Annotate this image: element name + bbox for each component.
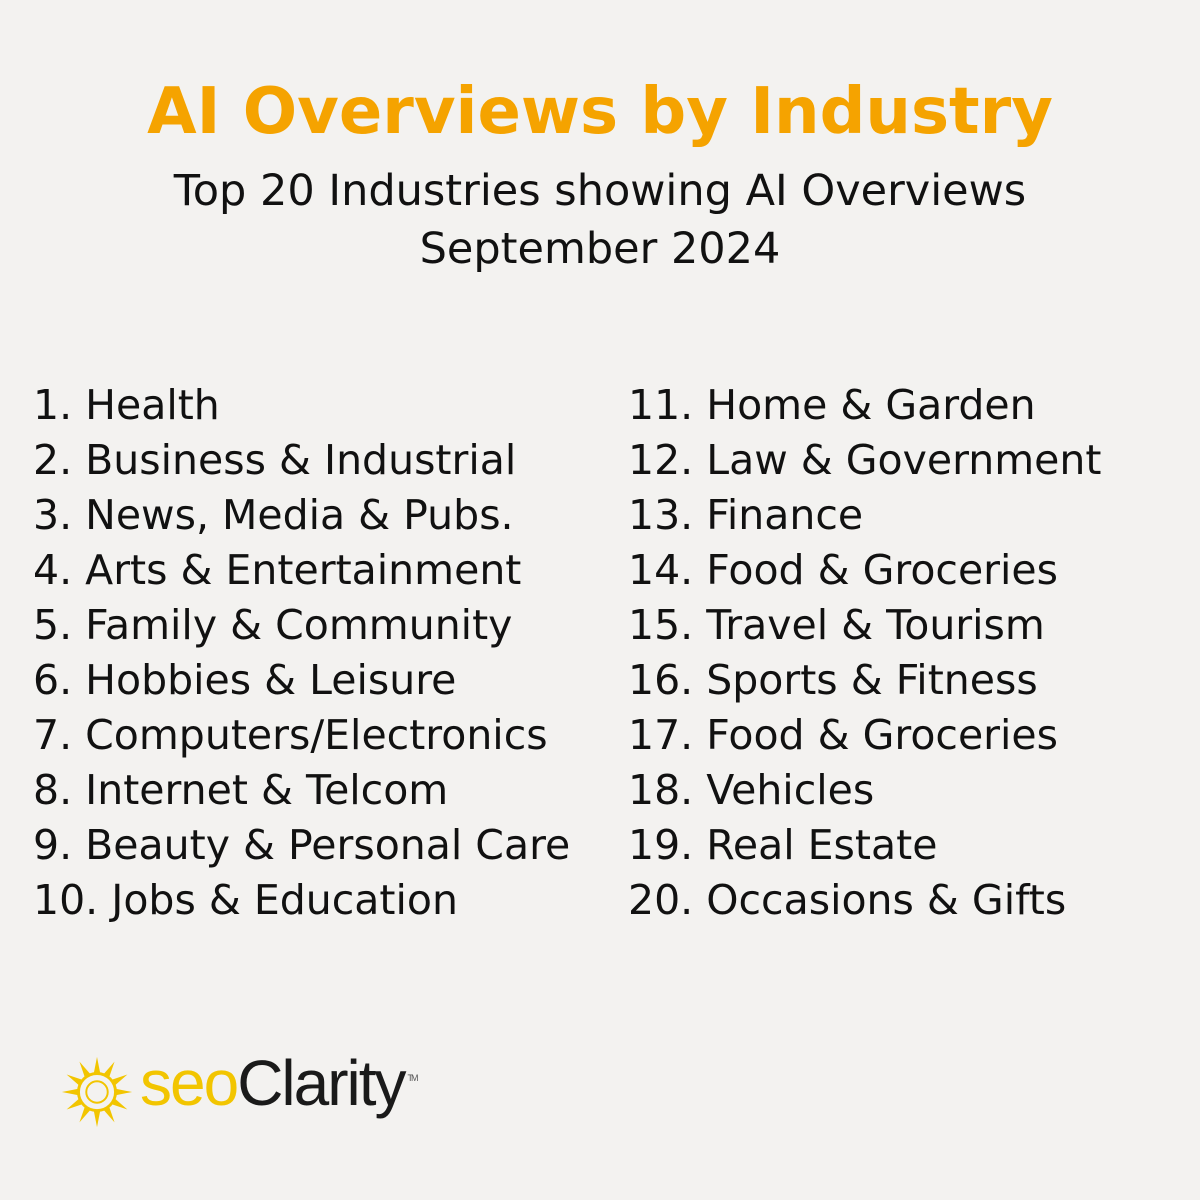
list-item: 1. Health: [33, 381, 220, 429]
logo-clarity-text: Clarity: [237, 1046, 406, 1119]
industry-list-right: 11. Home & Garden 12. Law & Government 1…: [628, 378, 1101, 928]
sun-ray: [61, 1088, 78, 1096]
sun-icon: [61, 1056, 133, 1128]
list-item: 14. Food & Groceries: [628, 546, 1058, 594]
sun-ray: [103, 1107, 115, 1123]
sun-ray: [79, 1107, 91, 1123]
list-item: 6. Hobbies & Leisure: [33, 656, 457, 704]
list-item: 16. Sports & Fitness: [628, 656, 1038, 704]
list-item: 5. Family & Community: [33, 601, 513, 649]
logo-seo-text: seo: [140, 1046, 239, 1119]
sun-ray: [112, 1098, 128, 1110]
trademark-mark: TM: [407, 1072, 419, 1083]
list-item: 12. Law & Government: [628, 436, 1102, 484]
list-item: 15. Travel & Tourism: [628, 601, 1045, 649]
sun-ray: [103, 1061, 115, 1077]
sun-ray: [93, 1111, 101, 1128]
logo-wordmark: seoClarity TM: [140, 1043, 419, 1142]
sun-ray: [79, 1061, 91, 1077]
list-item: 7. Computers/Electronics: [33, 711, 548, 759]
sun-ray: [66, 1074, 82, 1086]
list-item: 9. Beauty & Personal Care: [33, 821, 571, 869]
seoclarity-logo: seoClarity TM: [58, 1047, 419, 1132]
page-date: September 2024: [419, 224, 781, 274]
list-item: 8. Internet & Telcom: [33, 766, 449, 814]
sun-ray: [66, 1098, 82, 1110]
sun-ray: [116, 1088, 133, 1096]
list-item: 19. Real Estate: [628, 821, 938, 869]
sun-ray: [112, 1074, 128, 1086]
page-subtitle: Top 20 Industries showing AI Overviews: [173, 166, 1027, 216]
list-item: 3. News, Media & Pubs.: [33, 491, 514, 539]
page-title: AI Overviews by Industry: [147, 75, 1053, 149]
list-item: 18. Vehicles: [628, 766, 875, 814]
list-item: 10. Jobs & Education: [33, 876, 458, 924]
industry-list-left: 1. Health 2. Business & Industrial 3. Ne…: [33, 378, 570, 928]
sun-ray: [93, 1056, 101, 1073]
list-item: 20. Occasions & Gifts: [628, 876, 1067, 924]
list-item: 4. Arts & Entertainment: [33, 546, 522, 594]
list-item: 11. Home & Garden: [628, 381, 1036, 429]
header: AI Overviews by Industry Top 20 Industri…: [0, 72, 1200, 278]
list-item: 17. Food & Groceries: [628, 711, 1058, 759]
list-item: 2. Business & Industrial: [33, 436, 517, 484]
list-item: 13. Finance: [628, 491, 864, 539]
